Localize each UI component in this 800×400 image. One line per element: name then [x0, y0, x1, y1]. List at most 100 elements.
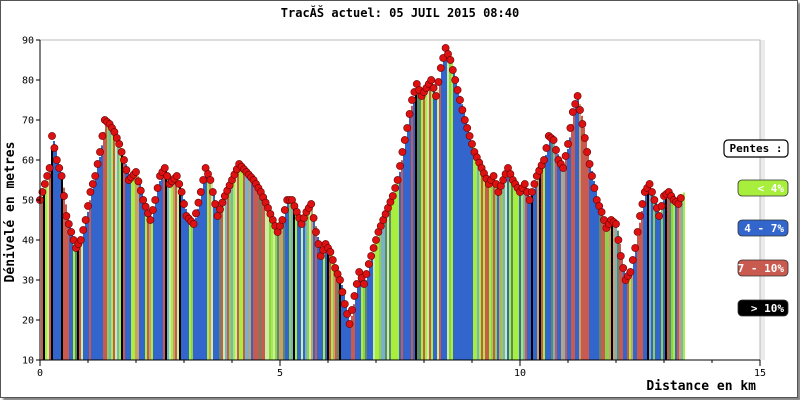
slope-bar	[215, 203, 217, 360]
slope-bar	[241, 166, 243, 360]
slope-bar	[525, 184, 527, 360]
slope-bar	[163, 171, 165, 360]
slope-bar	[231, 182, 233, 360]
y-tick-label: 50	[22, 196, 34, 207]
slope-bar	[377, 236, 379, 360]
elevation-marker	[364, 260, 373, 268]
legend: Pentes : < 4% 4 - 7% 7 - 10% > 10%	[723, 139, 789, 317]
slope-bar	[303, 220, 305, 360]
slope-bar	[195, 217, 197, 360]
slope-bar	[123, 156, 125, 360]
slope-bar	[563, 167, 565, 360]
elevation-marker	[180, 200, 188, 208]
slope-bar	[193, 223, 195, 360]
slope-bar	[131, 177, 133, 360]
slope-bar	[581, 115, 583, 360]
slope-bar	[665, 195, 667, 360]
elevation-marker	[446, 56, 455, 64]
y-tick-label: 20	[22, 316, 34, 327]
slope-bar	[629, 274, 631, 360]
elevation-marker	[309, 214, 318, 222]
slope-bar	[681, 197, 683, 360]
slope-bar	[139, 183, 141, 360]
slope-bar	[521, 190, 523, 360]
slope-bar	[383, 220, 385, 360]
elevation-marker	[362, 270, 371, 278]
slope-bar	[109, 123, 111, 360]
elevation-marker	[160, 164, 169, 172]
slope-bar	[129, 179, 131, 360]
slope-bar	[355, 293, 357, 360]
elevation-marker	[388, 192, 397, 200]
slope-bar	[395, 188, 397, 360]
elevation-marker	[120, 156, 128, 164]
elevation-marker	[628, 256, 637, 264]
elevation-marker	[633, 228, 642, 236]
slope-bar	[295, 207, 297, 360]
slope-bar	[677, 202, 679, 360]
slope-bar	[443, 58, 445, 360]
slope-bar	[673, 199, 675, 360]
slope-bar	[453, 70, 455, 360]
slope-bar	[267, 205, 269, 360]
slope-bar	[119, 143, 121, 360]
slope-bar	[243, 168, 245, 360]
slope-bar	[495, 180, 497, 360]
elevation-marker	[458, 106, 467, 114]
elevation-marker	[432, 92, 440, 100]
slope-bar	[545, 155, 547, 360]
slope-bar	[41, 196, 43, 360]
slope-bar	[255, 182, 257, 360]
elevation-marker	[326, 248, 335, 256]
elevation-marker	[45, 164, 54, 172]
slope-bar	[433, 86, 435, 360]
slope-bar	[375, 243, 377, 360]
x-ticks: 0 5 10 15	[37, 360, 766, 379]
slope-bar	[133, 175, 135, 360]
slope-bar	[173, 180, 175, 360]
slope-bar	[409, 117, 411, 360]
slope-bar	[513, 180, 515, 360]
slope-bar	[645, 191, 647, 360]
elevation-marker	[67, 228, 76, 236]
slope-bar	[531, 195, 533, 360]
slope-bar	[537, 175, 539, 360]
elevation-marker	[612, 220, 620, 228]
elevation-marker	[559, 164, 568, 172]
slope-bar	[329, 249, 331, 360]
slope-bar	[291, 200, 293, 360]
slope-bar	[207, 171, 209, 360]
slope-bar	[135, 173, 137, 360]
slope-bar	[333, 260, 335, 360]
elevation-marker	[566, 124, 575, 132]
elevation-marker	[206, 176, 215, 184]
legend-swatch	[737, 179, 789, 197]
elevation-marker	[619, 264, 628, 272]
slope-bar	[461, 104, 463, 361]
elevation-marker	[650, 196, 659, 204]
slope-bar	[177, 176, 179, 360]
y-tick-label: 40	[22, 236, 34, 247]
elevation-marker	[177, 188, 186, 196]
elevation-marker	[576, 106, 584, 114]
elevation-marker	[436, 64, 445, 72]
slope-bar	[423, 93, 425, 361]
slope-bar	[297, 212, 299, 360]
elevation-marker	[64, 220, 73, 228]
slope-bar	[237, 168, 239, 360]
elevation-marker	[146, 216, 155, 224]
slope-bar	[567, 149, 569, 360]
slope-bar	[197, 208, 199, 360]
slope-bar	[187, 216, 189, 360]
slope-bar	[653, 195, 655, 360]
elevation-marker	[93, 160, 102, 168]
slope-bar	[583, 127, 585, 360]
elevation-marker	[372, 236, 380, 244]
slope-bar	[633, 259, 635, 360]
slope-bar	[261, 192, 263, 360]
slope-bar	[111, 126, 113, 360]
slope-bar	[437, 90, 439, 361]
slope-bar	[403, 149, 405, 360]
elevation-marker	[434, 78, 443, 86]
